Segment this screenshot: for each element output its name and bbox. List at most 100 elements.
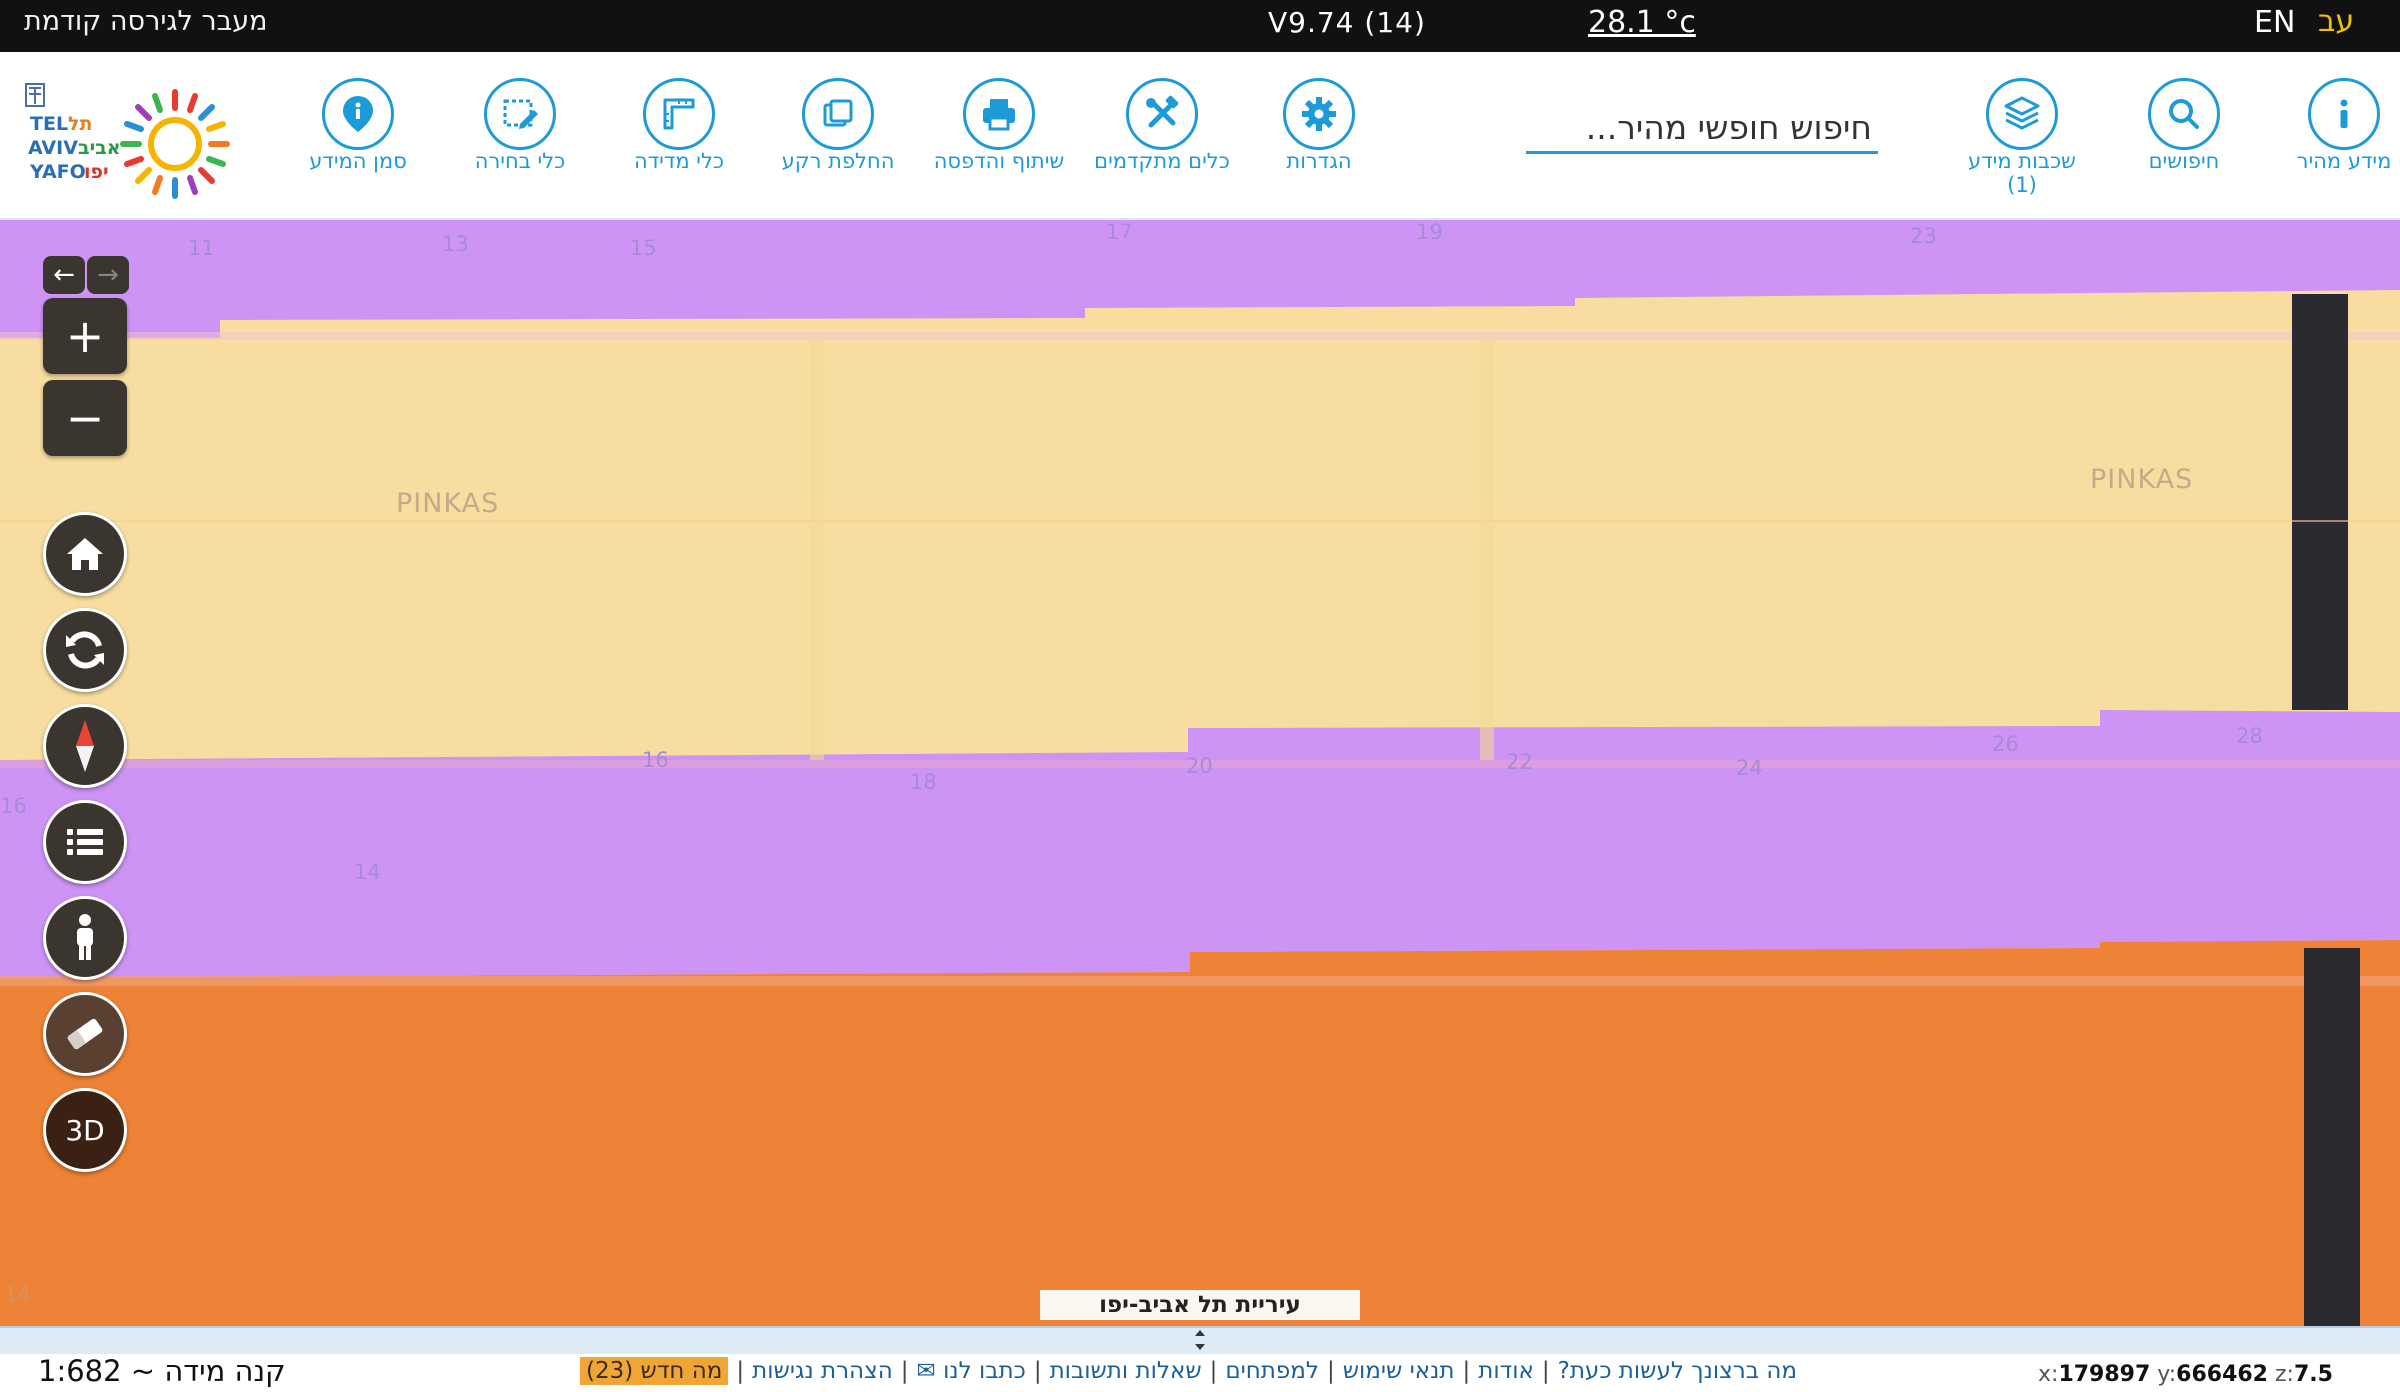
top-bar: מעבר לגירסה קודמת V9.74 (14) 28.1 °c EN … [0, 0, 2400, 52]
svg-text:תל: תל [68, 113, 92, 135]
temperature-link[interactable]: 28.1 °c [1588, 5, 1696, 40]
whats-new-badge[interactable]: מה חדש (23) [580, 1357, 729, 1385]
refresh-button[interactable] [43, 608, 127, 692]
svg-text:YAFO: YAFO [29, 161, 86, 183]
tool-searches[interactable]: חיפושים [2114, 78, 2254, 174]
tool-select[interactable]: כלי בחירה [450, 78, 590, 174]
tool-label: שיתוף והדפסה [933, 149, 1065, 173]
svg-text:TEL: TEL [30, 113, 68, 135]
tool-label: סמן המידע [309, 149, 407, 173]
road-strip [2304, 948, 2360, 1328]
legend-list-button[interactable] [43, 800, 127, 884]
footer-link-developers[interactable]: למפתחים [1225, 1358, 1319, 1384]
tel-aviv-logo[interactable]: TEL תל AVIV אביב YAFO יפו [20, 78, 250, 208]
street-label: PINKAS [396, 488, 500, 519]
house-number: 20 [1186, 754, 1213, 778]
history-arrows: ← → [43, 256, 129, 294]
tool-label: כלים מתקדמים [1094, 149, 1230, 173]
coord-z-value: 7.5 [2293, 1362, 2333, 1387]
tools-icon [1126, 78, 1198, 150]
tool-mark-info[interactable]: סמן המידע [288, 78, 428, 174]
city-label: עיריית תל אביב-יפו [1040, 1290, 1360, 1320]
footer-link-about[interactable]: אודות [1478, 1358, 1534, 1384]
list-icon [67, 829, 103, 855]
tool-label: כלי מדידה [633, 149, 725, 173]
language-he-button[interactable]: עב [2318, 4, 2355, 39]
eraser-button[interactable] [43, 992, 127, 1076]
house-number: 22 [1506, 750, 1533, 774]
tool-settings[interactable]: הגדרות [1249, 78, 1389, 174]
tool-measure[interactable]: כלי מדידה [609, 78, 749, 174]
zoom-in-button[interactable]: + [43, 298, 127, 374]
svg-text:AVIV: AVIV [28, 137, 78, 159]
tool-basemap[interactable]: החלפת רקע [768, 78, 908, 174]
previous-version-link[interactable]: מעבר לגירסה קודמת [24, 6, 268, 37]
map-zones [0, 220, 2400, 1328]
gear-icon [1283, 78, 1355, 150]
pegman-icon [77, 914, 93, 960]
footer-link-contact[interactable]: כתבו לנו ✉ [916, 1358, 1026, 1384]
back-arrow-icon[interactable]: ← [43, 256, 85, 294]
tool-quick-info[interactable]: מידע מהיר [2274, 78, 2400, 174]
tool-share-print[interactable]: שיתוף והדפסה [929, 78, 1069, 174]
tool-label: מידע מהיר [2296, 149, 2392, 173]
map-pin-icon [322, 78, 394, 150]
coord-z-label: z: [2275, 1362, 2294, 1387]
logo-wordmark: TEL תל AVIV אביב YAFO יפו [28, 113, 121, 183]
quick-search-input[interactable] [1526, 104, 1878, 150]
coord-x-value: 179897 [2058, 1362, 2151, 1387]
coord-y-value: 666462 [2176, 1362, 2268, 1387]
home-button[interactable] [43, 512, 127, 596]
orange-zone [0, 940, 2400, 1328]
tool-label: החלפת רקע [781, 149, 895, 173]
house-number: 24 [1736, 756, 1763, 780]
compass-button[interactable] [43, 704, 127, 788]
svg-text:יפו: יפו [84, 161, 109, 183]
house-number: 13 [442, 232, 469, 256]
main-toolbar: TEL תל AVIV אביב YAFO יפו מידע מהיר חיפו… [0, 52, 2400, 220]
language-en-button[interactable]: EN [2254, 5, 2296, 40]
footer-link-accessibility[interactable]: הצהרת נגישות [752, 1358, 893, 1384]
house-number: 28 [2236, 724, 2263, 748]
ruler-icon [643, 78, 715, 150]
map-canvas[interactable]: PINKAS PINKAS 11 13 15 17 19 23 16 18 20… [0, 220, 2400, 1328]
house-number: 26 [1992, 732, 2019, 756]
expand-collapse-icon [1195, 1330, 1205, 1350]
info-icon [2308, 78, 2380, 150]
home-icon [67, 538, 103, 570]
house-number: 11 [188, 236, 215, 260]
tool-label: שכבות מידע [1968, 149, 2076, 173]
layers-icon [1986, 78, 2058, 150]
footer-resize-handle[interactable] [0, 1326, 2400, 1354]
tool-label: חיפושים [2148, 149, 2220, 173]
3d-toggle-button[interactable]: 3D [43, 1088, 127, 1172]
house-number: 14 [354, 860, 381, 884]
footer-links: מה ברצונך לעשות כעת?|אודות|תנאי שימוש|למ… [580, 1357, 1797, 1385]
forward-arrow-icon[interactable]: → [87, 256, 129, 294]
eraser-icon [67, 1018, 103, 1050]
scale-label: קנה מידה ~ 1:682 [38, 1354, 286, 1388]
status-footer: קנה מידה ~ 1:682 מה ברצונך לעשות כעת?|או… [0, 1354, 2400, 1392]
quick-search-box [1526, 104, 1878, 154]
coord-x-label: x: [2038, 1362, 2059, 1387]
house-number: 14 [4, 1282, 31, 1306]
selection-icon [484, 78, 556, 150]
refresh-icon [66, 631, 104, 669]
coord-y-label: y: [2157, 1362, 2177, 1387]
street-label: PINKAS [2090, 464, 2194, 495]
tool-advanced[interactable]: כלים מתקדמים [1092, 78, 1232, 174]
tool-layers[interactable]: שכבות מידע (1) [1952, 78, 2092, 198]
house-number: 15 [630, 236, 657, 260]
logo-sun-icon [120, 89, 230, 199]
footer-link-what-now[interactable]: מה ברצונך לעשות כעת? [1557, 1358, 1797, 1384]
house-number: 18 [910, 770, 937, 794]
footer-link-terms[interactable]: תנאי שימוש [1342, 1358, 1455, 1384]
printer-icon [963, 78, 1035, 150]
footer-link-faq[interactable]: שאלות ותשובות [1049, 1358, 1202, 1384]
zoom-out-button[interactable]: − [43, 380, 127, 456]
purple-zone-top [0, 220, 2400, 338]
compass-icon [76, 720, 94, 772]
magnifier-icon [2148, 78, 2220, 150]
street-view-button[interactable] [43, 896, 127, 980]
